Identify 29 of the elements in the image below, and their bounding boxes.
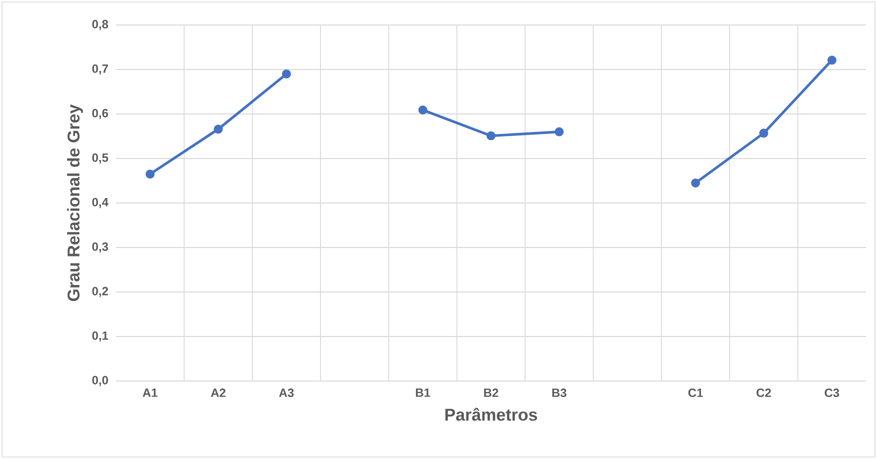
x-axis-title: Parâmetros: [445, 408, 538, 421]
x-tick-label: B3: [552, 388, 566, 398]
point: [554, 127, 564, 136]
y-tick-label: 0,4: [92, 198, 108, 208]
point: [486, 131, 496, 140]
x-tick-label: A2: [210, 388, 226, 397]
x-tick-label: A3: [279, 388, 294, 398]
point: [214, 124, 223, 134]
y-tick-label: 0,5: [92, 153, 108, 164]
y-tick-label: 0,2: [92, 286, 108, 298]
x-tick-label: C2: [756, 388, 771, 398]
y-tick-label: 0,0: [92, 376, 108, 386]
y-tick-label: 0,6: [92, 108, 108, 120]
point: [146, 170, 155, 179]
x-tick-label: A1: [142, 388, 158, 397]
y-tick-label: 0,1: [92, 331, 108, 342]
y-tick-label: 0,3: [92, 242, 108, 253]
x-tick-label: B1: [416, 388, 430, 397]
y-axis-title: Grau Relacional de Grey: [67, 104, 83, 302]
point: [418, 106, 428, 114]
point: [282, 69, 291, 78]
y-tick-label: 0,7: [92, 64, 108, 75]
y-tick-label: 0,8: [92, 20, 108, 30]
point: [827, 56, 836, 65]
x-tick-label: B2: [484, 388, 498, 397]
x-tick-label: C1: [688, 388, 703, 398]
point: [691, 178, 700, 188]
point: [759, 128, 768, 138]
x-tick-label: C3: [824, 388, 840, 398]
